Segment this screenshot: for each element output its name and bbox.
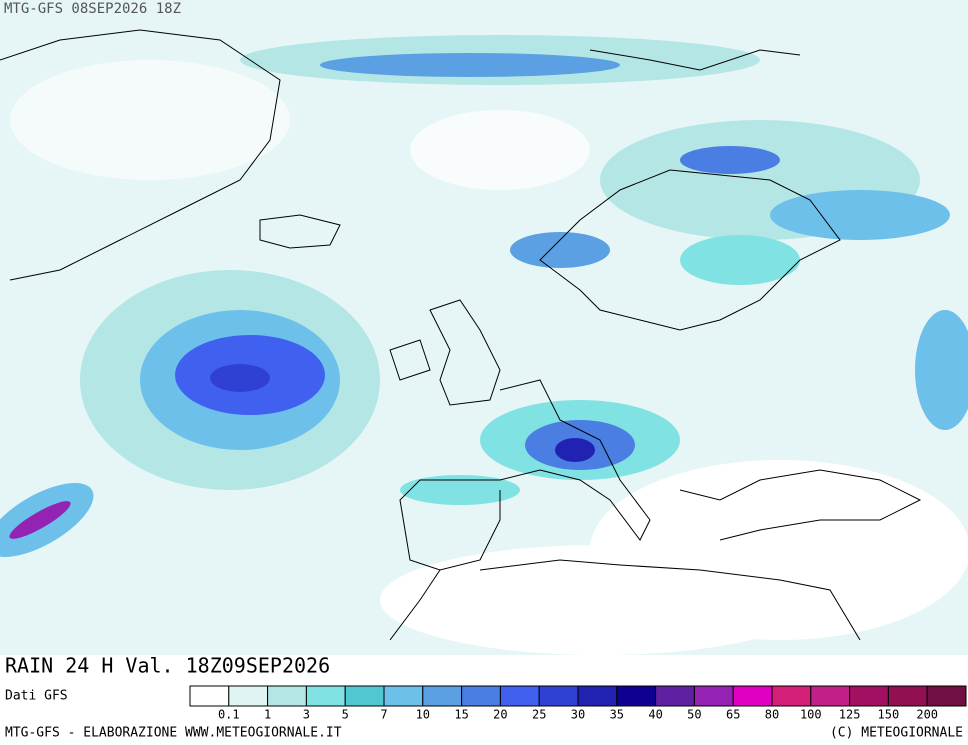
colorbar-cell — [577, 685, 618, 707]
colorbar-cell — [422, 685, 463, 707]
colorbar-label: 80 — [765, 708, 779, 722]
colorbar-cell — [344, 685, 385, 707]
colorbar-label: 40 — [648, 708, 662, 722]
colorbar-label: 20 — [493, 708, 507, 722]
colorbar: 0.1 1 3 5 7 10 15 20 25 30 35 40 50 65 80 100 125 150 200 — [189, 685, 967, 722]
colorbar-cell — [693, 685, 734, 707]
colorbar-label: 25 — [532, 708, 546, 722]
colorbar-cell — [849, 685, 889, 707]
colorbar-label: 10 — [416, 708, 430, 722]
colorbar-cell — [732, 685, 773, 707]
colorbar-label: 65 — [726, 708, 740, 722]
colorbar-label: 30 — [571, 708, 585, 722]
colorbar-cell — [267, 685, 307, 707]
colorbar-cell — [538, 685, 579, 707]
map: MTG-GFS 08SEP2026 18Z RAIN 24 H Val. 18Z… — [0, 0, 968, 678]
colorbar-label: 1 — [264, 708, 271, 722]
colorbar-label: 200 — [916, 708, 938, 722]
colorbar-cell — [771, 685, 812, 707]
colorbar-cell — [616, 685, 657, 707]
colorbar-label: 125 — [839, 708, 861, 722]
precipitation-field — [0, 35, 968, 655]
map-title: RAIN 24 H Val. 18Z09SEP2026 — [5, 654, 330, 678]
legend-source: Dati GFS — [5, 689, 68, 704]
coastlines — [0, 29, 922, 641]
colorbar-label: 5 — [342, 708, 349, 722]
colorbar-cell — [887, 685, 928, 707]
colorbar-cell — [383, 685, 424, 707]
colorbar-label: 0.1 — [218, 708, 240, 722]
colorbar-label: 3 — [303, 708, 310, 722]
colorbar-label: 150 — [878, 708, 900, 722]
run-label: MTG-GFS 08SEP2026 18Z — [4, 1, 181, 17]
colorbar-cell — [926, 685, 967, 707]
colorbar-label: 100 — [800, 708, 822, 722]
colorbar-cell — [305, 685, 346, 707]
colorbar-label: 7 — [380, 708, 387, 722]
colorbar-cell — [228, 685, 269, 707]
colorbar-label: 15 — [454, 708, 468, 722]
colorbar-cell — [655, 685, 695, 707]
colorbar-cell — [810, 685, 851, 707]
footer-left: MTG-GFS - ELABORAZIONE WWW.METEOGIORNALE… — [5, 726, 342, 741]
colorbar-label: 50 — [687, 708, 701, 722]
colorbar-cell — [461, 685, 501, 707]
footer-right: (C) METEOGIORNALE — [830, 726, 963, 741]
colorbar-cell — [189, 685, 230, 707]
colorbar-cell — [499, 685, 540, 707]
colorbar-label: 35 — [610, 708, 624, 722]
